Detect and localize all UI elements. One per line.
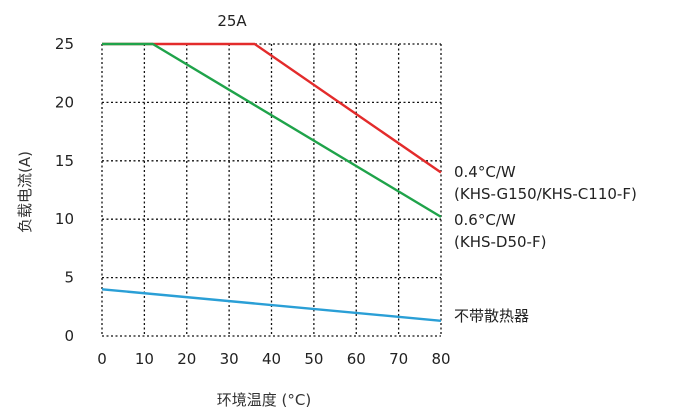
x-tick-label: 50 bbox=[304, 350, 323, 368]
x-tick-label: 80 bbox=[431, 350, 450, 368]
series-line-3 bbox=[101, 288, 442, 322]
x-tick-label: 10 bbox=[135, 350, 154, 368]
x-tick-label: 70 bbox=[389, 350, 408, 368]
series-line-2 bbox=[102, 42, 442, 218]
y-tick-label: 0 bbox=[64, 327, 74, 345]
top-annotation: 25A bbox=[217, 12, 247, 30]
red-series-label-models: (KHS-G150/KHS-C110-F) bbox=[454, 185, 637, 203]
y-tick-label: 5 bbox=[64, 269, 74, 287]
y-axis-label: 负载电流(A) bbox=[16, 151, 34, 233]
x-axis-label: 环境温度 (°C) bbox=[217, 391, 311, 409]
green-series-label-rating: 0.6°C/W bbox=[454, 211, 516, 229]
blue-series-label: 不带散热器 bbox=[454, 307, 529, 325]
grid bbox=[101, 43, 442, 337]
tick-labels: 0 10 20 30 40 50 60 70 80 0 5 10 15 20 25 bbox=[55, 35, 451, 368]
series-lines bbox=[101, 42, 442, 322]
x-tick-label: 40 bbox=[262, 350, 281, 368]
y-tick-label: 20 bbox=[55, 93, 74, 111]
y-tick-label: 10 bbox=[55, 210, 74, 228]
x-tick-label: 0 bbox=[97, 350, 107, 368]
x-tick-label: 20 bbox=[177, 350, 196, 368]
green-series-label-models: (KHS-D50-F) bbox=[454, 233, 546, 251]
y-tick-label: 15 bbox=[55, 152, 74, 170]
x-tick-label: 60 bbox=[347, 350, 366, 368]
y-tick-label: 25 bbox=[55, 35, 74, 53]
x-tick-label: 30 bbox=[220, 350, 239, 368]
red-series-label-rating: 0.4°C/W bbox=[454, 163, 516, 181]
